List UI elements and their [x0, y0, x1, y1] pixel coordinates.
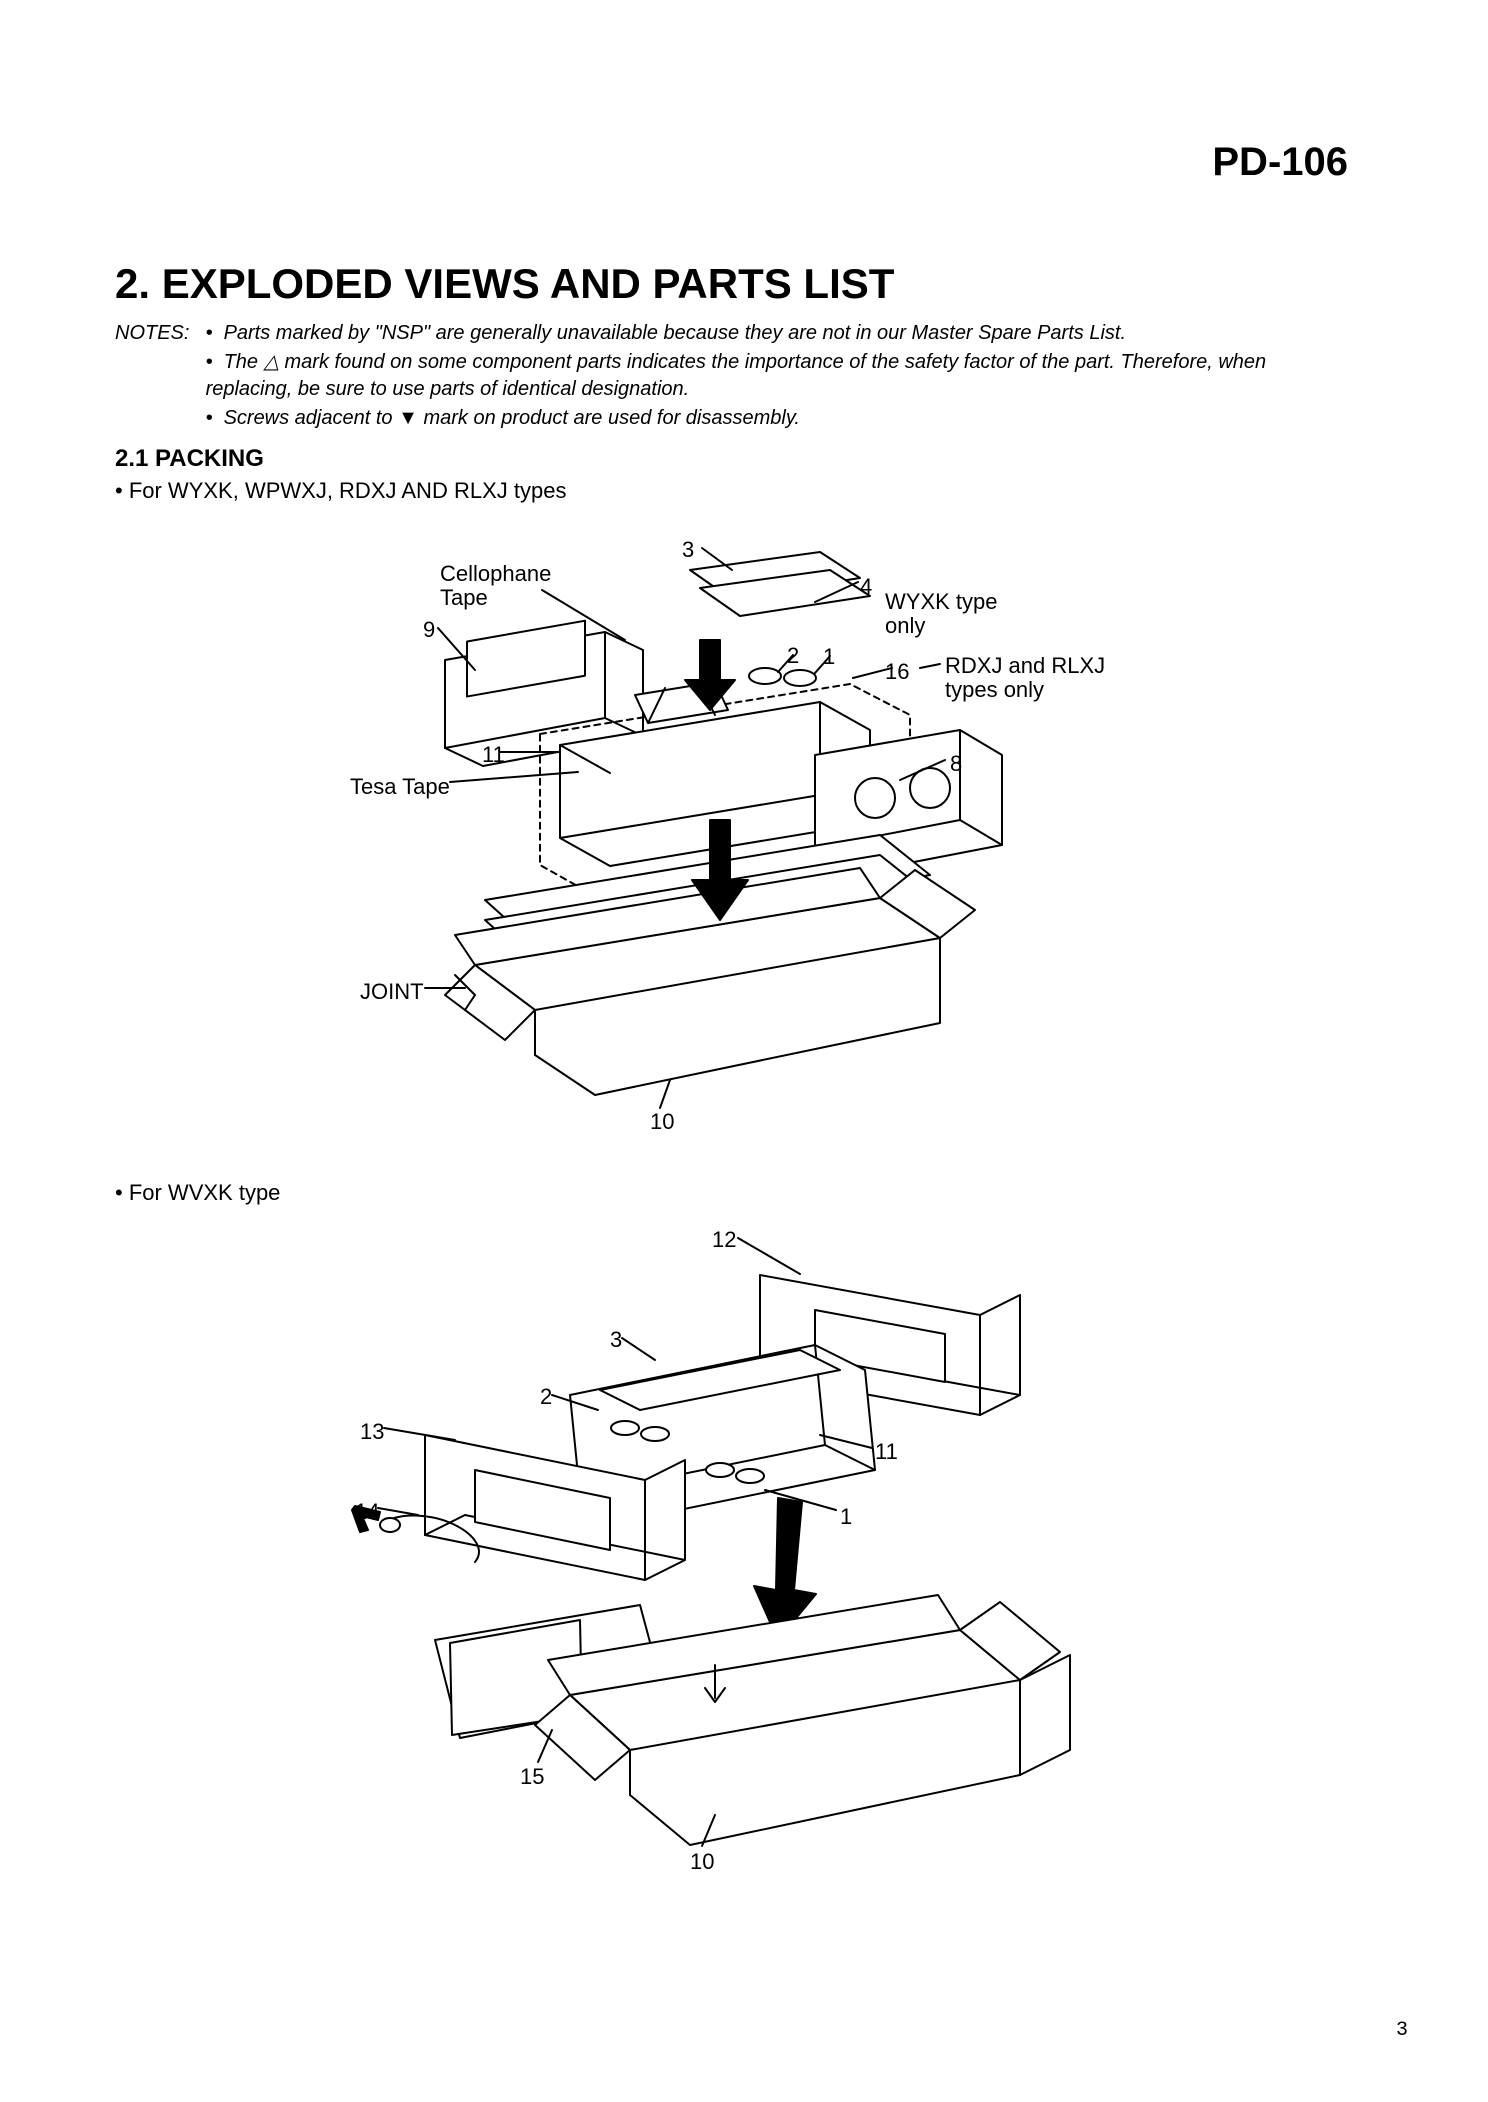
note-item: •The △ mark found on some component part… [206, 349, 1296, 403]
diagram1-svg [260, 520, 1160, 1140]
d2-num-14: 14 [355, 1500, 379, 1524]
d1-label-cellophane: CellophaneTape [440, 562, 551, 610]
diagram2-svg [260, 1210, 1160, 1890]
d1-label-joint: JOINT [360, 980, 424, 1004]
subtype-text-1: • For WYXK, WPWXJ, RDXJ AND RLXJ types [115, 478, 566, 504]
note-text: Parts marked by "NSP" are generally unav… [224, 322, 1126, 344]
d1-num-16: 16 [885, 660, 909, 684]
subtype-text-2: • For WVXK type [115, 1180, 280, 1206]
d1-num-8: 8 [950, 752, 962, 776]
d2-num-11: 11 [875, 1440, 898, 1464]
subsection-title: 2.1 PACKING [115, 445, 264, 473]
d2-num-15: 15 [520, 1765, 544, 1789]
d2-num-10: 10 [690, 1850, 714, 1874]
model-number: PD-106 [1212, 140, 1348, 185]
page-root: PD-106 2. EXPLODED VIEWS AND PARTS LIST … [0, 0, 1488, 2102]
d1-num-3: 3 [682, 538, 694, 562]
d2-num-12: 12 [712, 1228, 736, 1252]
d2-num-13: 13 [360, 1420, 384, 1444]
note-text: Screws adjacent to ▼ mark on product are… [224, 407, 800, 429]
d1-num-4: 4 [860, 575, 872, 599]
page-number: 3 [1396, 2019, 1408, 2042]
d2-num-1: 1 [840, 1505, 852, 1529]
note-text: The △ mark found on some component parts… [206, 351, 1267, 400]
d1-num-9: 9 [423, 618, 435, 642]
exploded-diagram-1: CellophaneTape WYXK typeonly RDXJ and RL… [260, 520, 1160, 1140]
note-item: •Screws adjacent to ▼ mark on product ar… [206, 405, 1296, 432]
d1-label-wyxk: WYXK typeonly [885, 590, 997, 638]
d1-num-11: 11 [482, 743, 505, 767]
d2-num-2: 2 [540, 1385, 552, 1409]
d2-num-3: 3 [610, 1328, 622, 1352]
notes-label: NOTES: [115, 320, 200, 347]
d1-num-2: 2 [787, 644, 799, 668]
d1-num-10: 10 [650, 1110, 674, 1134]
d1-label-rdxj: RDXJ and RLXJtypes only [945, 654, 1105, 702]
d1-num-1: 1 [823, 645, 835, 669]
notes-block: NOTES: •Parts marked by "NSP" are genera… [115, 320, 1315, 434]
section-title: 2. EXPLODED VIEWS AND PARTS LIST [115, 260, 894, 308]
notes-list: •Parts marked by "NSP" are generally una… [206, 320, 1296, 434]
note-item: •Parts marked by "NSP" are generally una… [206, 320, 1296, 347]
d1-label-tesa: Tesa Tape [350, 775, 450, 799]
exploded-diagram-2: 12 3 2 13 14 11 1 15 10 [260, 1210, 1160, 1890]
